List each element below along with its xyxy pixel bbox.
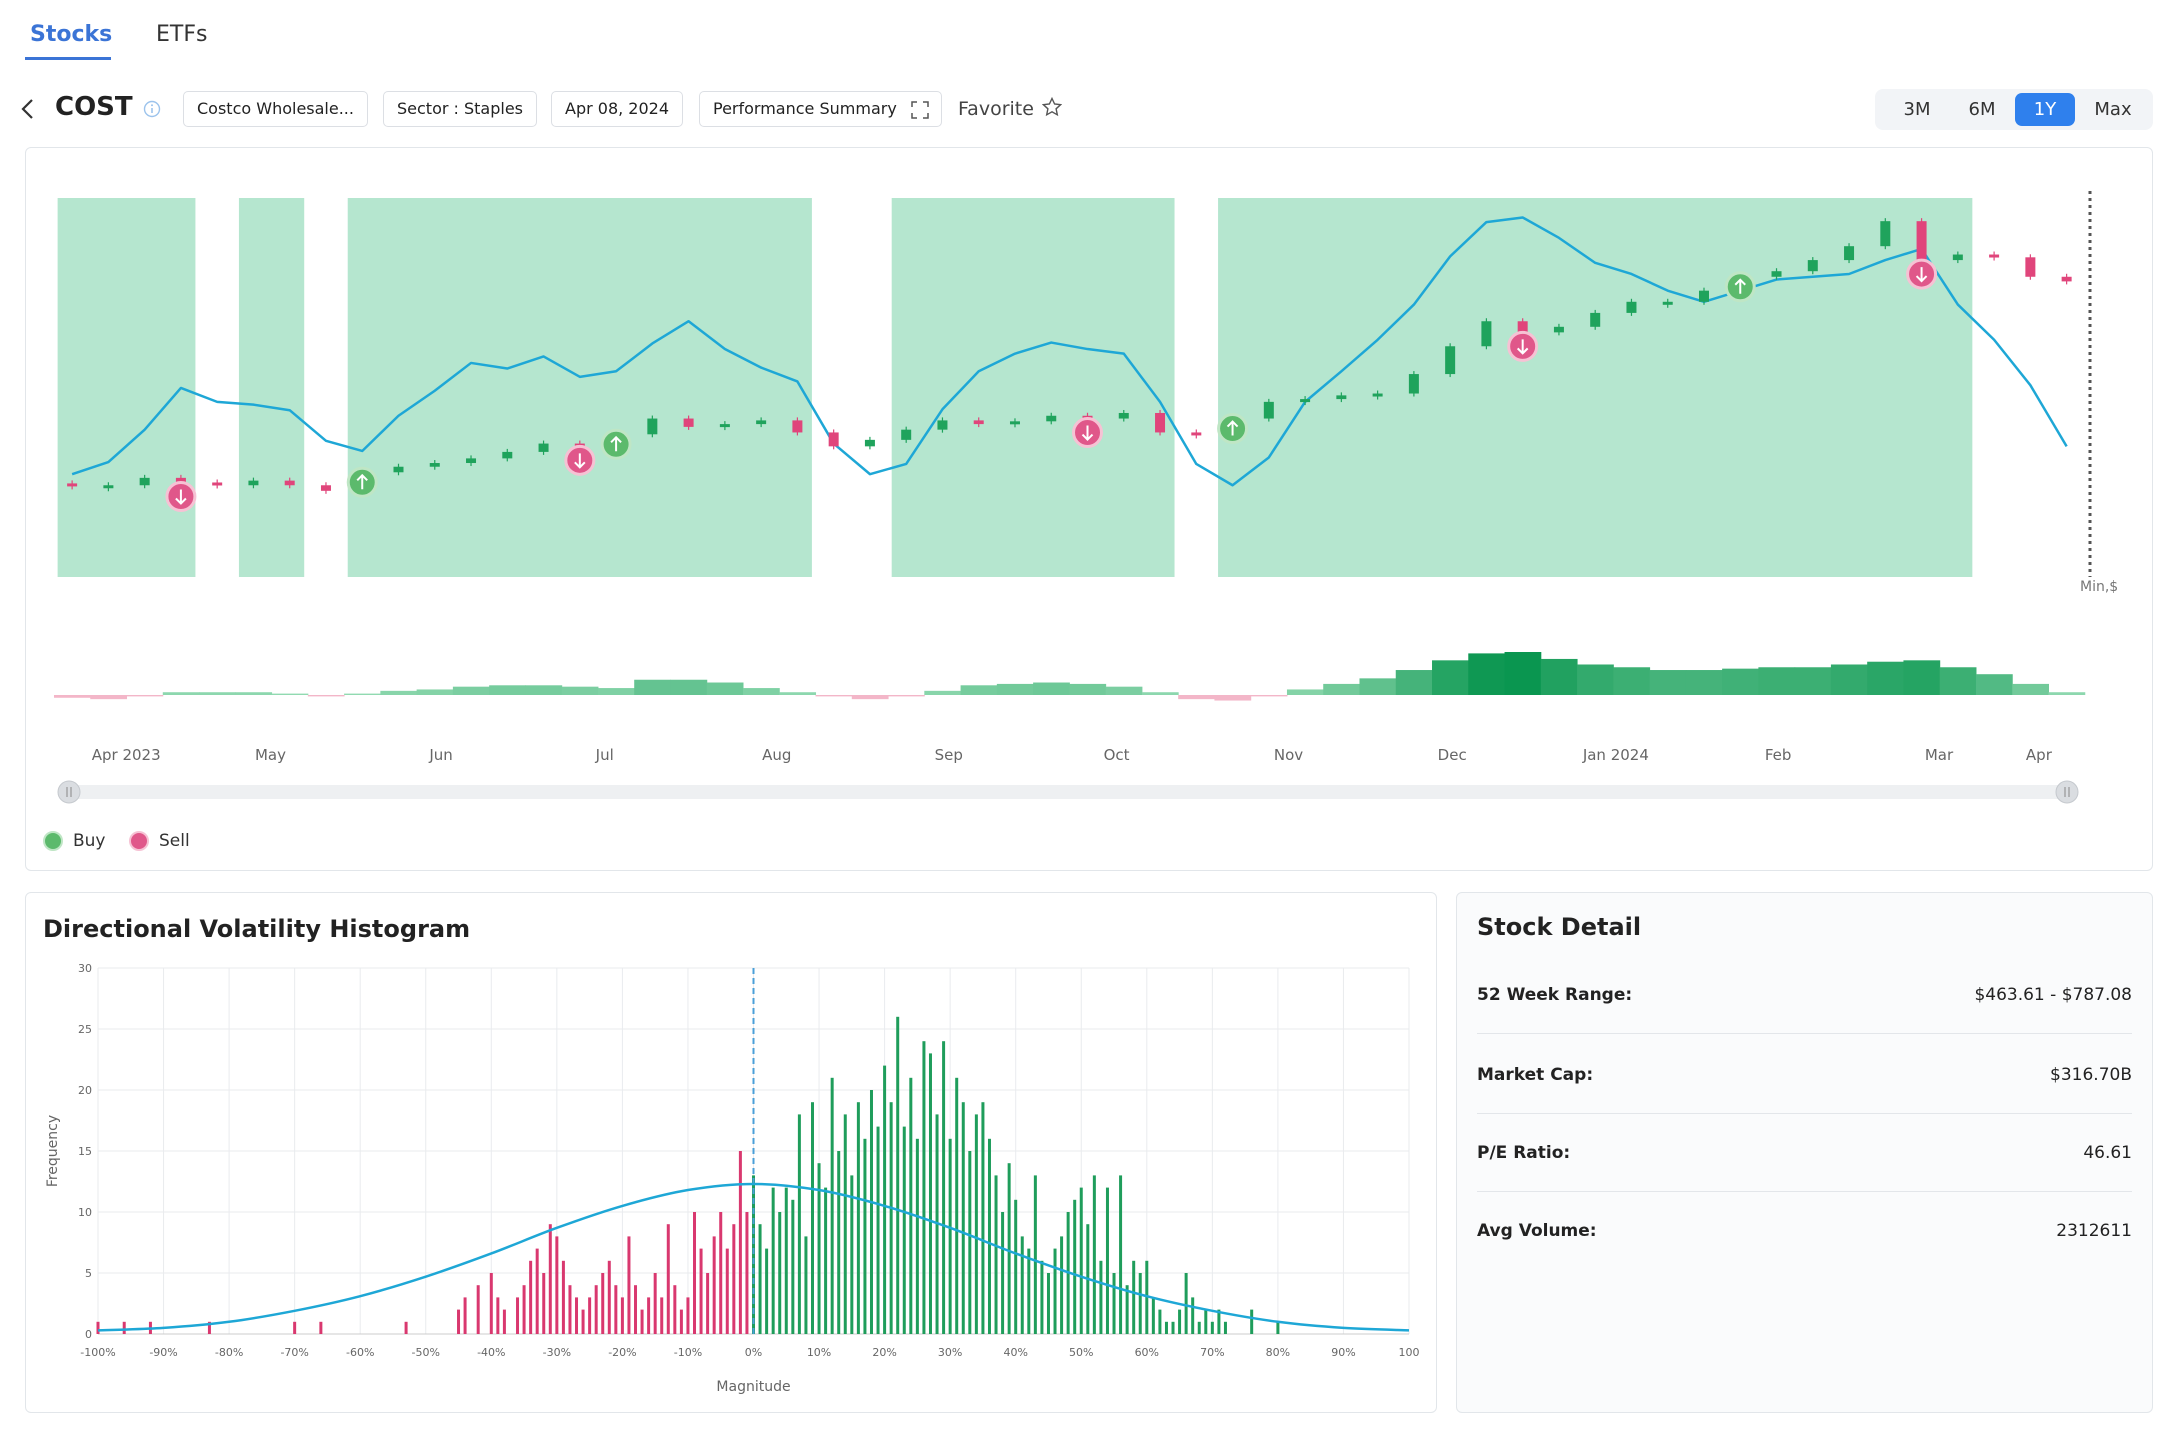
detail-value: $463.61 - $787.08	[1974, 985, 2132, 1005]
detail-label: Market Cap:	[1477, 1065, 1594, 1085]
back-button[interactable]	[20, 98, 36, 120]
histogram-panel	[25, 892, 1437, 1413]
range-button[interactable]: 6M	[1968, 99, 1996, 120]
symbol: COST	[55, 92, 133, 122]
detail-label: 52 Week Range:	[1477, 985, 1633, 1005]
company-pill[interactable]: Costco Wholesale...	[183, 91, 368, 127]
detail-panel: Stock Detail 52 Week Range: $463.61 - $78…	[1456, 892, 2153, 1413]
tab-etfs[interactable]: ETFs	[156, 22, 208, 47]
sector-pill[interactable]: Sector : Staples	[383, 91, 538, 127]
tab-underline	[25, 57, 111, 60]
detail-value: $316.70B	[2050, 1065, 2132, 1085]
summary-text: Performance Summary	[713, 99, 897, 118]
range-button[interactable]: 3M	[1903, 99, 1931, 120]
summary-pill[interactable]: Performance Summary	[699, 91, 942, 127]
detail-row: Market Cap: $316.70B	[1477, 1057, 2132, 1114]
favorite-text: Favorite	[958, 98, 1034, 120]
detail-label: P/E Ratio:	[1477, 1143, 1571, 1163]
expand-icon	[911, 101, 929, 119]
detail-row: Avg Volume: 2312611	[1477, 1213, 2132, 1269]
detail-value: 46.61	[2083, 1143, 2132, 1163]
detail-value: 2312611	[2056, 1221, 2132, 1241]
detail-row: P/E Ratio: 46.61	[1477, 1135, 2132, 1192]
price-panel	[25, 147, 2153, 871]
detail-row: 52 Week Range: $463.61 - $787.08	[1477, 977, 2132, 1034]
star-icon	[1041, 96, 1063, 117]
range-button[interactable]: 1Y	[2015, 93, 2075, 126]
range-button[interactable]: Max	[2094, 99, 2132, 120]
info-icon[interactable]	[143, 100, 161, 118]
date-pill[interactable]: Apr 08, 2024	[551, 91, 684, 127]
range-group: 3M 6M 1Y Max	[1875, 89, 2153, 130]
detail-label: Avg Volume:	[1477, 1221, 1597, 1241]
favorite[interactable]: Favorite	[958, 96, 1063, 120]
detail-title: Stock Detail	[1477, 913, 1642, 941]
tab-stocks[interactable]: Stocks	[30, 22, 113, 47]
